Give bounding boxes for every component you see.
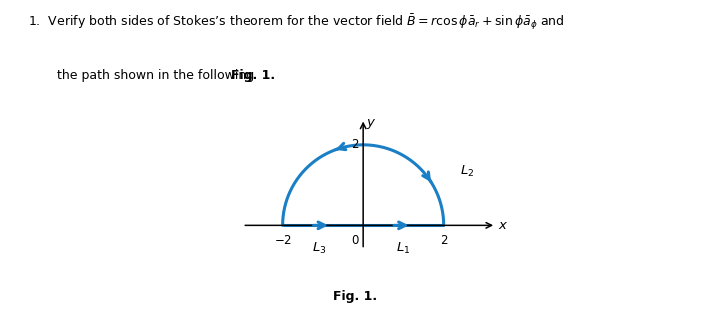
Text: 2: 2: [440, 234, 447, 247]
Text: $y$: $y$: [366, 117, 376, 131]
Text: $L_3$: $L_3$: [312, 241, 326, 256]
Text: Fig. 1.: Fig. 1.: [333, 290, 377, 303]
Text: 1.  Verify both sides of Stokes’s theorem for the vector field $\bar{B} = r\cos\: 1. Verify both sides of Stokes’s theorem…: [28, 12, 565, 32]
Text: $x$: $x$: [498, 219, 508, 232]
Text: Fig. 1.: Fig. 1.: [231, 69, 275, 82]
Text: the path shown in the following: the path shown in the following: [57, 69, 258, 82]
Text: $L_1$: $L_1$: [396, 241, 410, 256]
Text: 0: 0: [351, 234, 359, 247]
Text: $-$2: $-$2: [273, 234, 292, 247]
Text: $L_2$: $L_2$: [460, 163, 474, 178]
Text: 2: 2: [351, 138, 359, 151]
